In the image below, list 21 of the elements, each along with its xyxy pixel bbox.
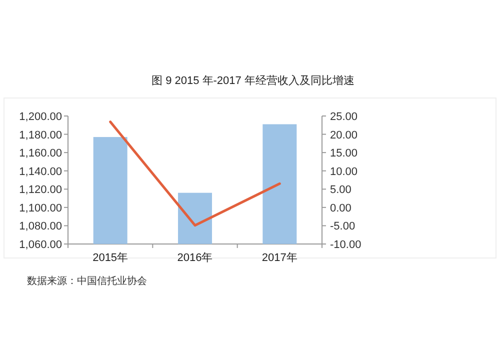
y2-tick-label: 15.00 [330,148,358,160]
y2-tick-label: -10.00 [330,239,362,251]
source-note: 数据来源：中国信托业协会 [27,275,147,287]
y2-tick-label: 25.00 [330,111,358,123]
y-tick-label: 1,100.00 [19,202,62,214]
y-tick-label: 1,180.00 [19,129,62,142]
y-tick-label: 1,200.00 [19,111,62,123]
y2-tick-label: 5.00 [330,184,352,196]
y2-tick-label: -5.00 [330,220,356,233]
x-tick-label: 2016年 [177,252,213,264]
y-tick-label: 1,160.00 [19,148,62,160]
y-tick-label: 1,080.00 [19,220,62,233]
y-tick-label: 1,140.00 [19,166,62,178]
y2-tick-label: 0.00 [330,202,352,214]
chart-title: 图 9 2015 年-2017 年经营收入及同比增速 [152,74,354,87]
y-tick-label: 1,060.00 [19,239,62,251]
x-tick-label: 2017年 [262,252,298,264]
y2-tick-label: 20.00 [330,129,358,142]
y-tick-label: 1,120.00 [19,184,62,196]
x-tick-label: 2015年 [92,252,128,264]
y2-tick-label: 10.00 [330,166,358,178]
